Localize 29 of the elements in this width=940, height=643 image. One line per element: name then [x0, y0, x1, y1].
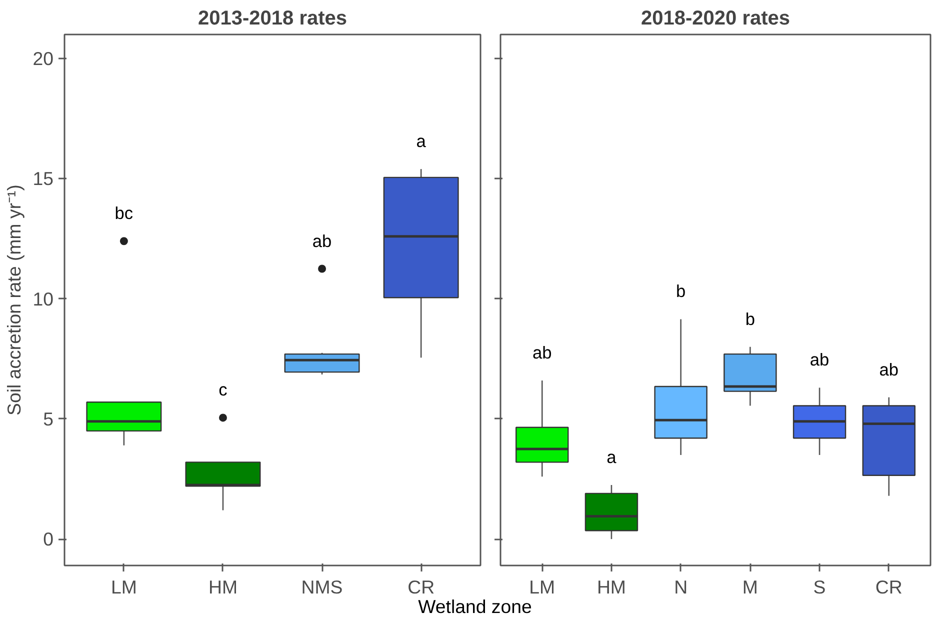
annotation: ab [879, 359, 899, 380]
chart-title: 2013-2018 rates [198, 8, 348, 30]
x-tick-label: S [813, 576, 826, 598]
x-tick-label: HM [208, 576, 238, 598]
x-tick-label: N [674, 576, 688, 598]
x-tick-label: LM [110, 576, 137, 598]
y-tick-label: 5 [43, 408, 54, 430]
annotation: ab [532, 342, 552, 362]
y-tick-label: 10 [32, 288, 54, 310]
y-tick-label: 0 [43, 528, 54, 550]
annotation: a [606, 447, 617, 468]
annotation: b [745, 308, 755, 329]
annotation: a [416, 131, 426, 152]
annotation: bc [114, 203, 134, 224]
x-tick-label: HM [596, 576, 626, 598]
y-tick-label: 20 [32, 48, 54, 70]
x-tick-label: CR [875, 576, 902, 598]
annotation: c [218, 380, 228, 400]
x-tick-label: NMS [301, 576, 343, 598]
x-tick-label: M [742, 576, 758, 598]
chart-title: 2018-2020 rates [640, 8, 790, 30]
x-tick-label: CR [408, 576, 435, 598]
annotation: ab [810, 350, 830, 370]
x-tick-label: LM [529, 576, 556, 598]
annotation: b [676, 281, 686, 302]
y-axis-title: Soil accretion rate (mm yr⁻¹) [4, 184, 25, 416]
x-axis-title: Wetland zone [418, 595, 532, 619]
annotation: ab [312, 230, 332, 251]
y-tick-label: 15 [32, 168, 54, 190]
